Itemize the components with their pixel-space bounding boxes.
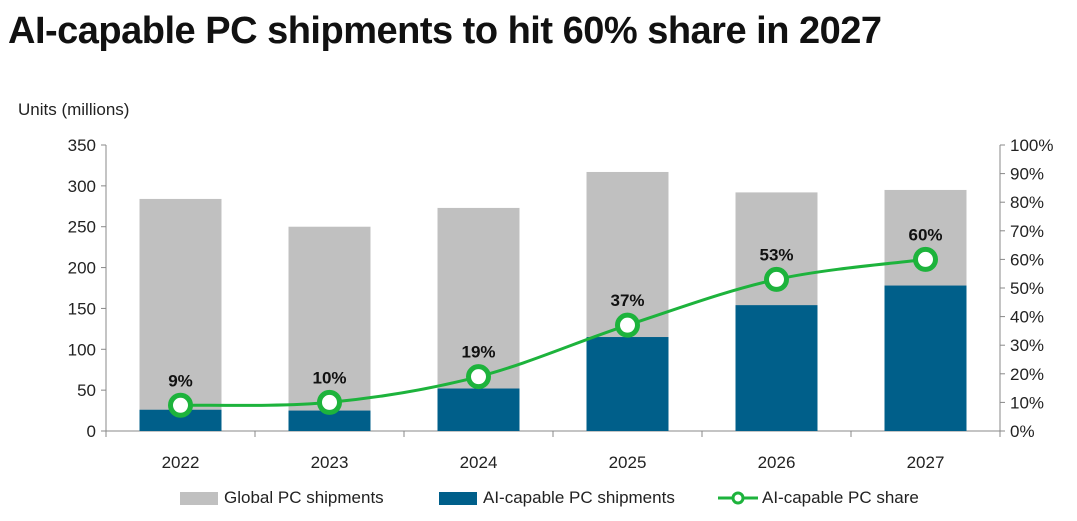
share-data-label: 53%	[759, 245, 793, 264]
y-tick-label-left: 250	[68, 218, 96, 237]
legend-item-ai: AI-capable PC shipments	[439, 488, 675, 508]
share-point	[615, 312, 640, 338]
y-tick-label-right: 100%	[1010, 136, 1053, 155]
legend-label-ai: AI-capable PC shipments	[483, 488, 675, 507]
legend-swatch-ai	[439, 491, 477, 505]
x-tick-label: 2025	[609, 453, 647, 472]
y-tick-label-right: 70%	[1010, 222, 1044, 241]
y-tick-label-right: 90%	[1010, 165, 1044, 184]
share-data-label: 60%	[908, 225, 942, 244]
x-tick-label: 2027	[907, 453, 945, 472]
share-point	[913, 246, 938, 272]
bar-ai-capable	[884, 285, 967, 431]
bar-ai-capable	[586, 337, 669, 431]
y-tick-label-right: 50%	[1010, 279, 1044, 298]
y-tick-label-left: 300	[68, 177, 96, 196]
bar-ai-capable	[735, 305, 818, 431]
share-data-label: 19%	[461, 343, 495, 362]
share-point	[466, 364, 491, 390]
share-data-label: 9%	[168, 371, 193, 390]
y-tick-label-left: 100	[68, 340, 96, 359]
share-point	[168, 392, 193, 418]
y-tick-label-right: 0%	[1010, 422, 1035, 441]
chart-title: AI-capable PC shipments to hit 60% share…	[8, 10, 882, 52]
legend-label-global: Global PC shipments	[224, 488, 384, 507]
legend-item-global: Global PC shipments	[180, 488, 384, 508]
y-tick-label-right: 30%	[1010, 336, 1044, 355]
y-tick-label-left: 0	[87, 422, 96, 441]
y-tick-label-left: 150	[68, 299, 96, 318]
y-tick-label-left: 350	[68, 136, 96, 155]
share-data-label: 10%	[312, 368, 346, 387]
y-tick-label-right: 20%	[1010, 365, 1044, 384]
bar-ai-capable	[288, 410, 371, 431]
y-axis-unit-label: Units (millions)	[18, 100, 130, 119]
bar-ai-capable	[139, 409, 222, 431]
y-tick-label-right: 60%	[1010, 250, 1044, 269]
x-tick-label: 2026	[758, 453, 796, 472]
share-data-label: 37%	[610, 291, 644, 310]
legend-swatch-global	[180, 491, 218, 505]
legend-line-marker-share	[718, 491, 758, 505]
share-line	[180, 257, 926, 407]
x-tick-label: 2024	[460, 453, 498, 472]
y-tick-label-left: 50	[77, 381, 96, 400]
legend: Global PC shipments AI-capable PC shipme…	[0, 488, 1077, 512]
x-tick-label: 2023	[311, 453, 349, 472]
x-tick-label: 2022	[162, 453, 200, 472]
legend-item-share: AI-capable PC share	[718, 488, 919, 508]
bar-global	[139, 198, 222, 431]
bar-ai-capable	[437, 388, 520, 431]
y-tick-label-right: 40%	[1010, 308, 1044, 327]
y-tick-label-right: 10%	[1010, 393, 1044, 412]
y-tick-label-right: 80%	[1010, 193, 1044, 212]
share-point	[317, 389, 342, 415]
share-point	[764, 266, 789, 292]
y-tick-label-left: 200	[68, 259, 96, 278]
legend-label-share: AI-capable PC share	[762, 488, 919, 507]
